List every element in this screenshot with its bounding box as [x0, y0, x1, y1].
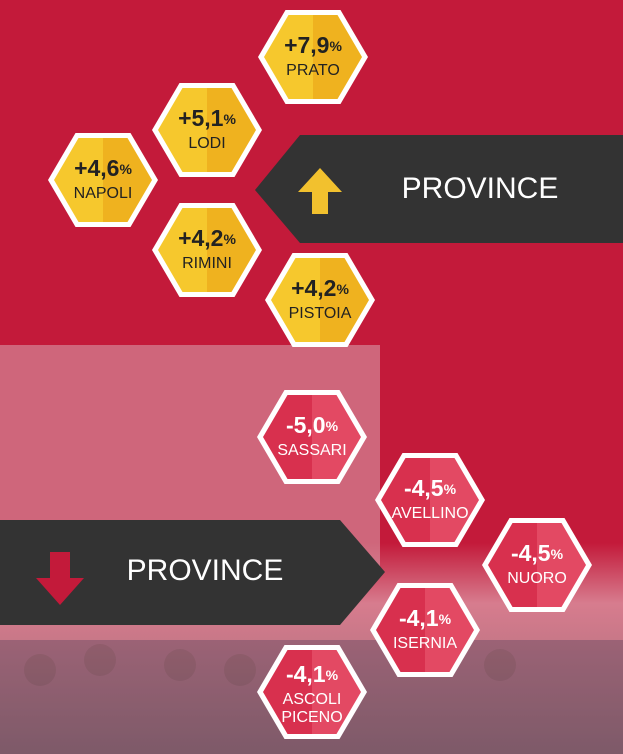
value-unit: % [119, 161, 132, 177]
value-unit: % [326, 418, 339, 434]
value-number: -4,1 [286, 661, 326, 687]
decrease-label: PROVINCE [127, 554, 284, 587]
value-unit: % [223, 231, 236, 247]
value-number: -4,5 [511, 540, 551, 566]
province-name: SASSARI [277, 442, 346, 459]
value-unit: % [551, 546, 564, 562]
value-unit: % [329, 38, 342, 54]
value-unit: % [326, 667, 339, 683]
value-number: +5,1 [178, 105, 224, 131]
value-number: -5,0 [286, 412, 326, 438]
value-number: -4,5 [404, 475, 444, 501]
province-name: RIMINI [182, 255, 232, 272]
value-unit: % [444, 481, 457, 497]
province-name: LODI [188, 135, 225, 152]
province-name: PRATO [286, 62, 340, 79]
value-unit: % [439, 611, 452, 627]
value-number: +4,6 [74, 155, 119, 181]
province-name: AVELLINO [391, 505, 468, 522]
province-name: NUORO [507, 570, 567, 587]
value-number: +4,2 [178, 225, 223, 251]
value-number: +4,2 [291, 275, 336, 301]
infographic: PROVINCE PROVINCE +7,9% PRATO +5,1% LODI +4,… [0, 0, 623, 754]
value-number: +7,9 [284, 32, 329, 58]
increase-label: PROVINCE [402, 172, 559, 205]
province-name: NAPOLI [74, 185, 133, 202]
value-number: -4,1 [399, 605, 439, 631]
province-name: ISERNIA [393, 635, 457, 652]
value-unit: % [336, 281, 349, 297]
province-name: PISTOIA [289, 305, 352, 322]
value-unit: % [223, 111, 236, 127]
